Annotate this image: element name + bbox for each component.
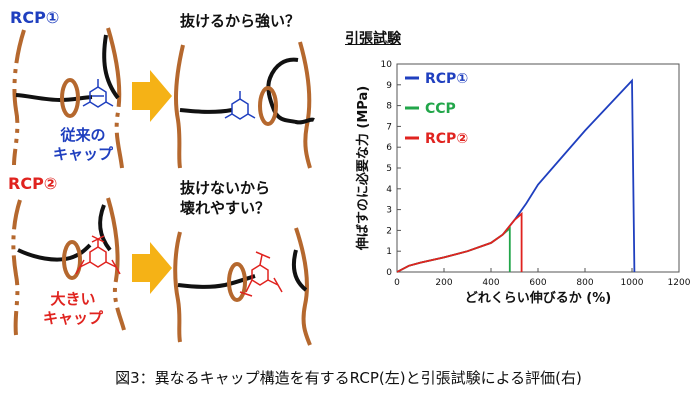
y-tick-label: 4: [386, 185, 392, 195]
y-tick-label: 8: [386, 102, 392, 112]
y-tick-label: 9: [386, 81, 392, 91]
arrow-2-icon: [132, 242, 172, 294]
arrow-1-icon: [132, 70, 172, 122]
x-tick-label: 600: [529, 278, 546, 288]
rcp2-after-drawing: [173, 227, 312, 346]
rcp-schematic: [11, 27, 315, 346]
rcp2-before-drawing: [11, 197, 126, 336]
x-axis-label: どれくらい伸びるか (%): [465, 290, 611, 306]
tensile-chart: 0 200 400 600 800 1000 1200 0 1 2 3 4 5 6 7 8 9 10 どれくらい伸び…: [355, 60, 691, 306]
y-tick-label: 7: [386, 122, 392, 132]
rcp2-label: RCP②: [8, 174, 58, 193]
legend-label-1: CCP: [425, 101, 456, 117]
y-tick-label: 1: [386, 247, 392, 257]
x-tick-label: 400: [482, 278, 499, 288]
y-tick-label: 0: [386, 268, 392, 278]
x-tick-label: 200: [435, 278, 452, 288]
x-tick-label: 800: [576, 278, 593, 288]
x-tick-label: 1000: [621, 278, 644, 288]
y-axis-label: 伸ばすのに必要な力 (MPa): [355, 86, 371, 251]
x-tick-label: 1200: [668, 278, 691, 288]
large-cap-label: 大きい キャップ: [42, 290, 103, 327]
y-tick-label: 10: [381, 60, 393, 70]
x-tick-label: 0: [394, 278, 400, 288]
legend-label-0: RCP①: [425, 71, 468, 87]
rcp1-before-drawing: [12, 27, 124, 169]
question-1: 抜けるから強い？: [180, 12, 301, 30]
rcp1-label: RCP①: [10, 8, 60, 27]
y-tick-label: 6: [386, 143, 392, 153]
y-tick-label: 2: [386, 226, 392, 236]
plot-frame: [396, 63, 680, 273]
series-line-2: [396, 211, 523, 273]
legend-label-2: RCP②: [425, 131, 468, 147]
y-tick-label: 3: [386, 206, 392, 216]
figure-caption: 図3：異なるキャップ構造を有するRCP(左)と引張試験による評価(右): [115, 369, 582, 387]
conventional-cap-label: 従来の キャップ: [52, 126, 113, 163]
series-line-1: [396, 226, 511, 273]
y-tick-label: 5: [386, 164, 392, 174]
question-2: 抜けないから 壊れやすい？: [180, 179, 271, 217]
chart-title: 引張試験: [345, 31, 401, 47]
rcp1-after-drawing: [173, 41, 315, 169]
